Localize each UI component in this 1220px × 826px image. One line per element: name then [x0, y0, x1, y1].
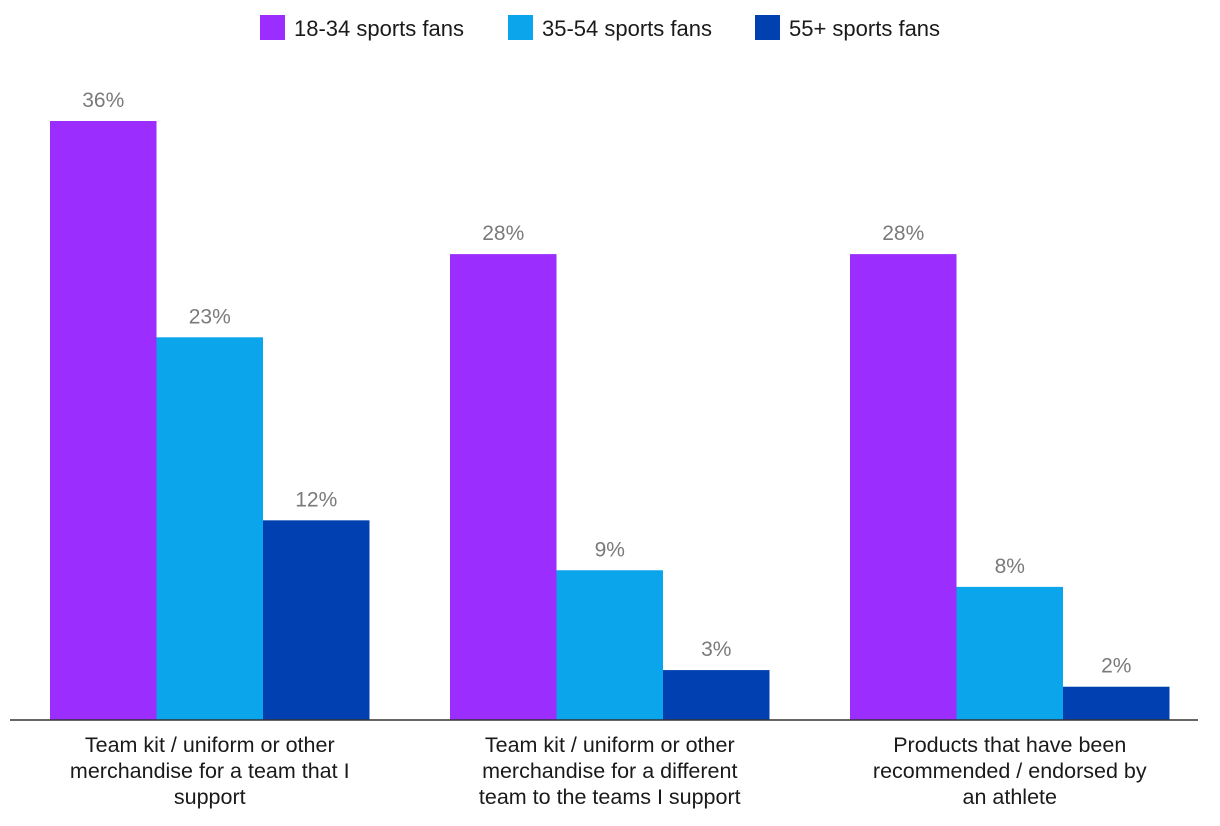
- value-labels-group: 36% 23% 12% 28% 9% 3% 28% 8% 2%: [82, 89, 1131, 678]
- legend-swatch-2: [508, 15, 533, 40]
- bar-group2-series3: [663, 670, 770, 720]
- category-label-3-line-3: an athlete: [963, 785, 1057, 809]
- bar-group3-series2: [956, 586, 1063, 720]
- bars-group: [50, 121, 1170, 720]
- category-label-2-line-1: Team kit / uniform or other: [485, 733, 735, 757]
- legend-swatch-3: [755, 15, 780, 40]
- legend-label-1: 18-34 sports fans: [294, 16, 464, 41]
- category-label-2-line-3: team to the teams I support: [479, 785, 741, 809]
- bar-group1-series3: [263, 520, 370, 720]
- value-label-group1-series2: 23%: [189, 305, 231, 328]
- category-label-3-line-1: Products that have been: [893, 733, 1126, 757]
- bar-group1-series1: [50, 121, 157, 720]
- legend-swatch-1: [260, 15, 285, 40]
- legend-label-2: 35-54 sports fans: [542, 16, 712, 41]
- category-label-1-line-3: support: [174, 785, 246, 809]
- value-label-group2-series1: 28%: [482, 222, 524, 245]
- bar-group3-series3: [1063, 686, 1170, 720]
- value-label-group2-series3: 3%: [701, 638, 731, 661]
- legend-label-3: 55+ sports fans: [789, 16, 940, 41]
- category-label-2-line-2: merchandise for a different: [482, 759, 737, 783]
- bar-group3-series1: [850, 254, 957, 720]
- bar-group1-series2: [156, 337, 263, 720]
- value-label-group1-series3: 12%: [295, 488, 337, 511]
- value-label-group1-series1: 36%: [82, 89, 124, 112]
- bar-group2-series1: [450, 254, 557, 720]
- bar-group2-series2: [556, 570, 663, 720]
- value-label-group2-series2: 9%: [595, 538, 625, 561]
- value-label-group3-series1: 28%: [882, 222, 924, 245]
- value-label-group3-series3: 2%: [1101, 655, 1131, 678]
- value-label-group3-series2: 8%: [995, 555, 1025, 578]
- category-label-3-line-2: recommended / endorsed by: [873, 759, 1147, 783]
- category-label-1-line-1: Team kit / uniform or other: [85, 733, 335, 757]
- legend: 18-34 sports fans 35-54 sports fans 55+ sp…: [260, 15, 940, 41]
- category-label-1-line-2: merchandise for a team that I: [70, 759, 350, 783]
